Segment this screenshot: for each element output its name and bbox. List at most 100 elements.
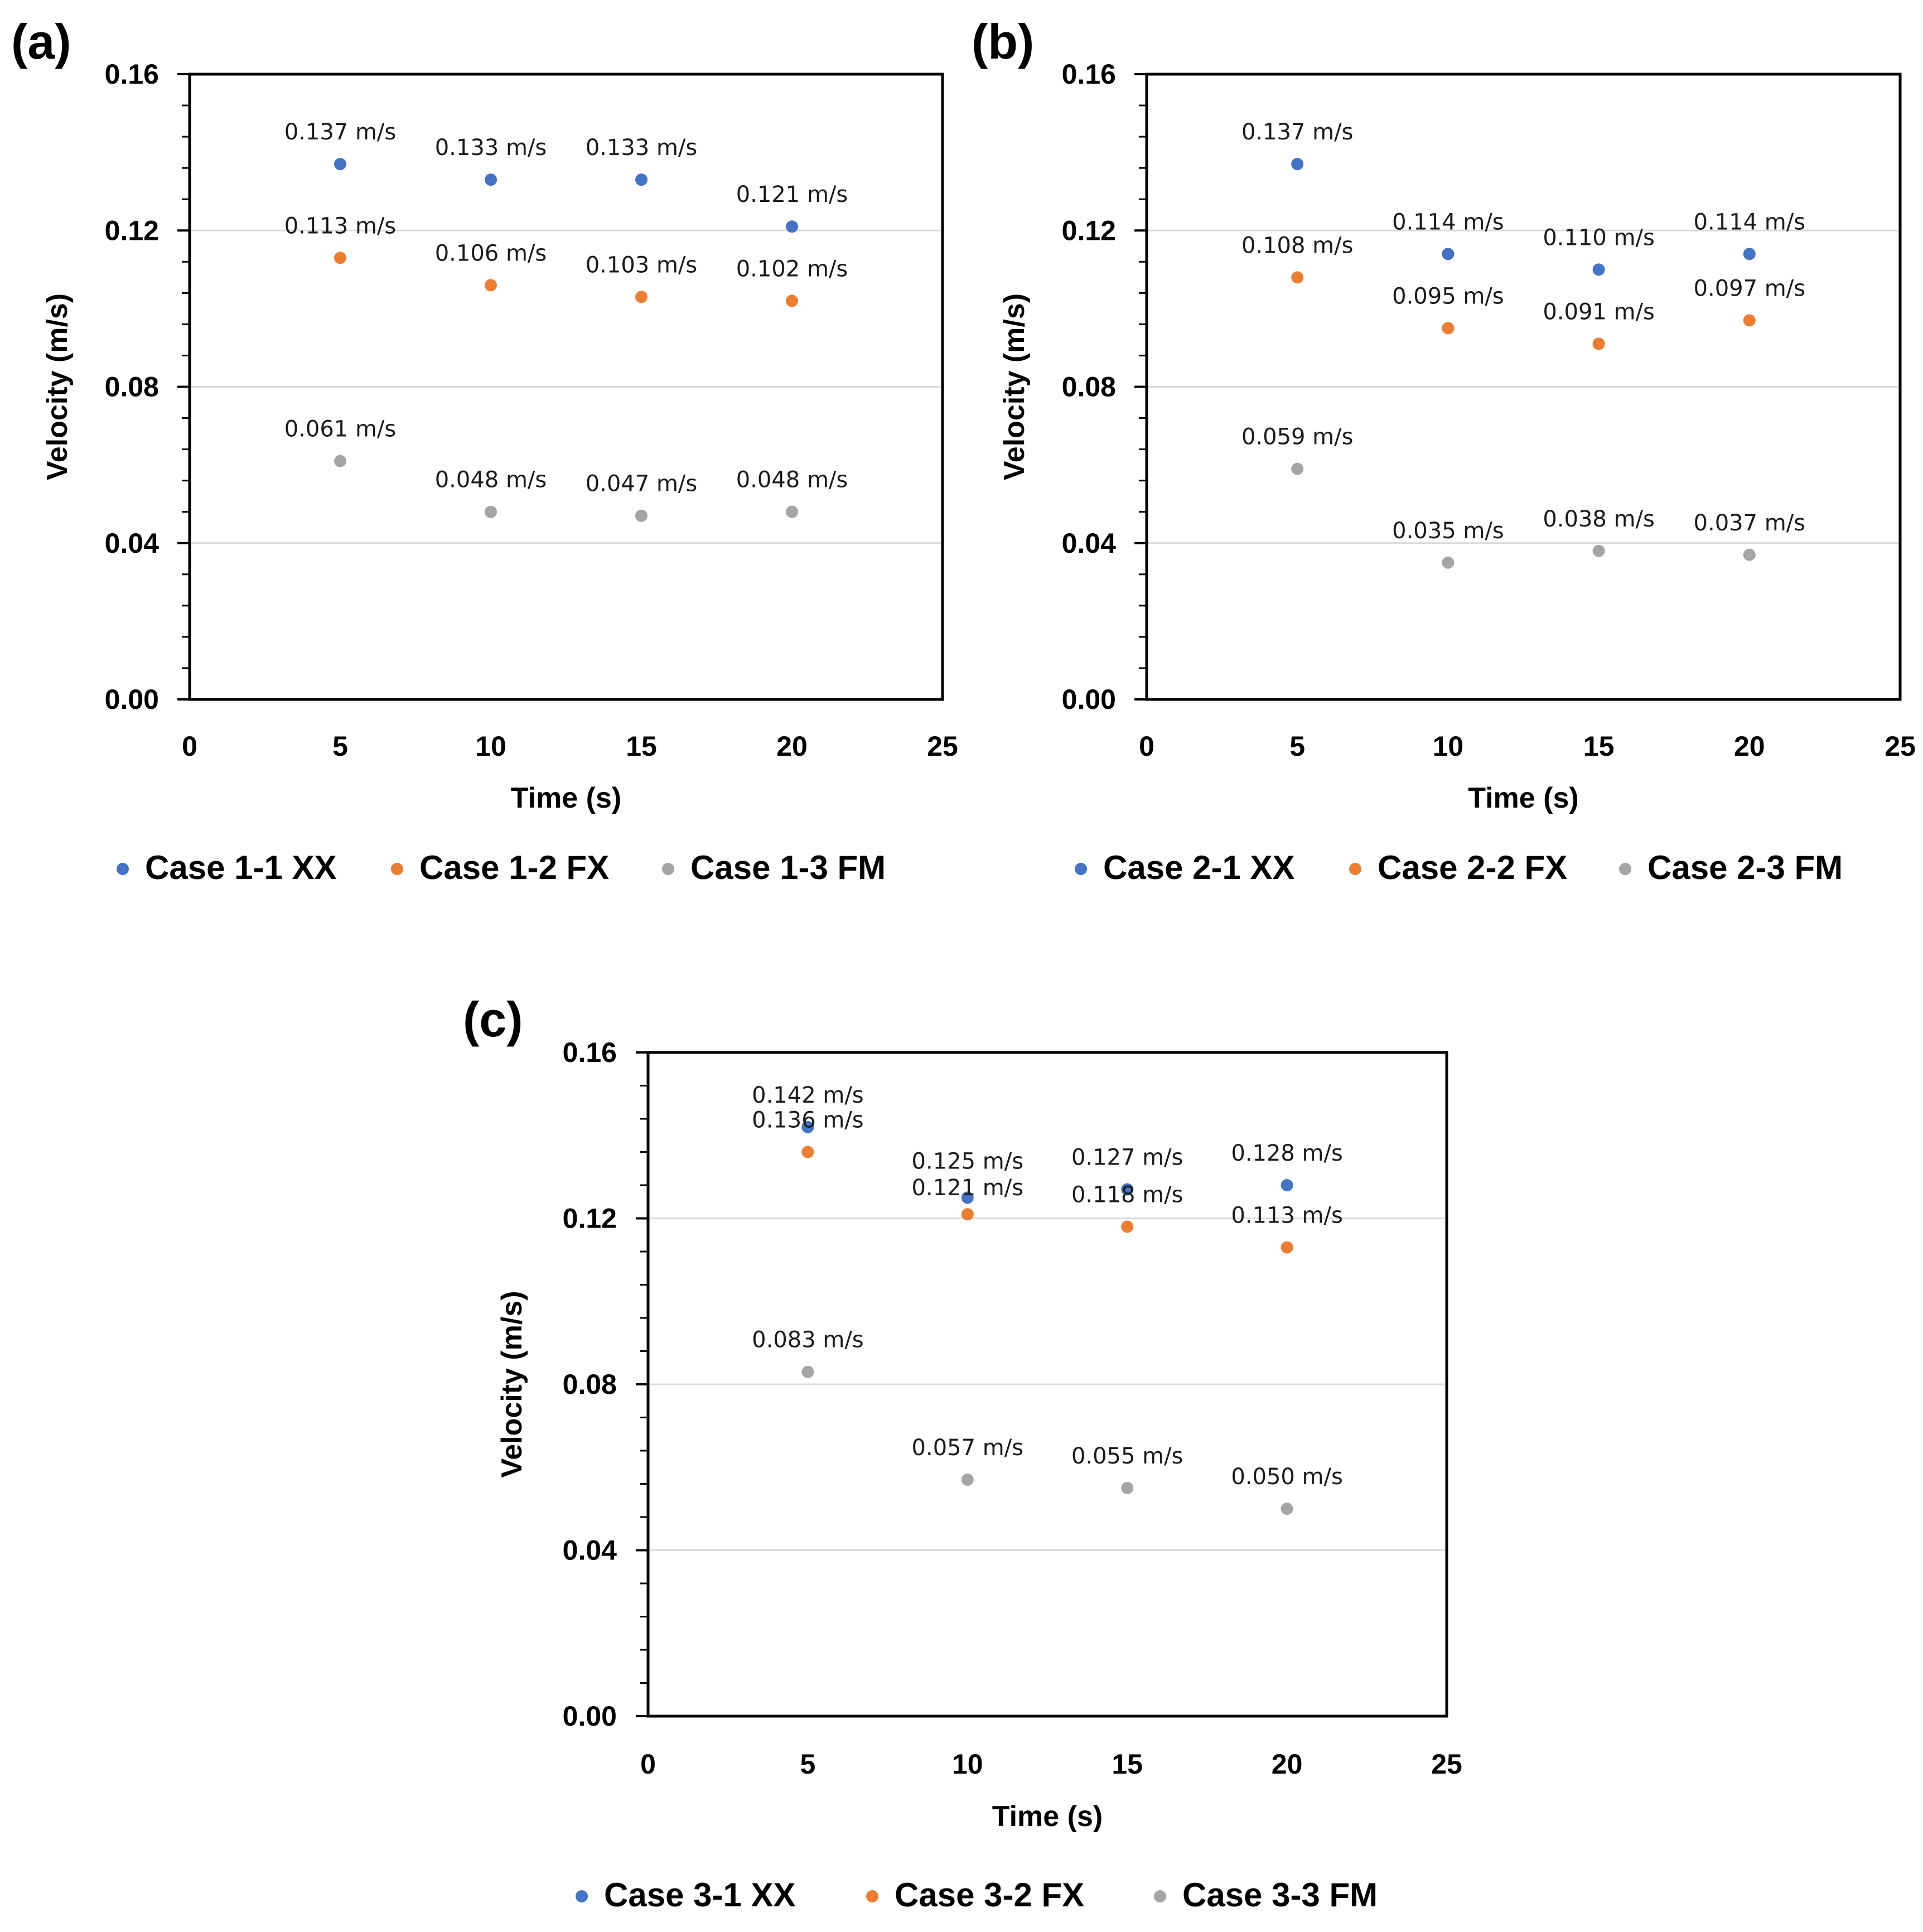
data-point <box>334 158 346 171</box>
legend-marker <box>1349 863 1361 875</box>
y-tick-label: 0.00 <box>105 684 159 715</box>
chart-panel-c: 0.00 0.04 0.08 0.12 0.16 0 5 10 15 20 25 Time (s) Ve… <box>463 992 1462 1914</box>
legend-marker <box>1154 1890 1166 1902</box>
legend-marker <box>1619 863 1631 875</box>
data-label: 0.113 m/s <box>284 213 397 239</box>
data-label: 0.121 m/s <box>736 182 848 207</box>
data-label: 0.121 m/s <box>912 1175 1024 1201</box>
data-label: 0.048 m/s <box>435 467 547 493</box>
data-point <box>1743 548 1756 561</box>
data-label: 0.108 m/s <box>1241 233 1354 258</box>
x-tick-label: 0 <box>182 731 197 762</box>
legend-entry: Case 1-1 XX <box>145 849 337 886</box>
data-label: 0.047 m/s <box>586 471 698 497</box>
data-label: 0.133 m/s <box>435 135 547 161</box>
data-label: 0.114 m/s <box>1694 209 1806 235</box>
data-label: 0.125 m/s <box>912 1148 1024 1174</box>
data-label: 0.091 m/s <box>1543 299 1655 325</box>
legend-entry: Case 2-1 XX <box>1103 849 1295 886</box>
x-tick-label: 15 <box>1112 1749 1143 1780</box>
y-tick-label: 0.12 <box>1062 215 1116 246</box>
data-point <box>961 1191 974 1204</box>
series-fm: 0.059 m/s 0.035 m/s 0.038 m/s 0.037 m/s <box>1241 424 1805 569</box>
x-tick-label: 0 <box>640 1749 656 1780</box>
y-tick-label: 0.08 <box>105 371 159 403</box>
data-label: 0.103 m/s <box>586 252 698 278</box>
data-point <box>1592 337 1605 350</box>
data-label: 0.095 m/s <box>1392 283 1504 309</box>
x-tick-label: 10 <box>475 731 506 762</box>
data-point <box>485 173 497 186</box>
x-tick-label: 5 <box>332 731 348 762</box>
x-tick-label: 15 <box>626 731 657 762</box>
y-axis-title: Velocity (m/s) <box>998 293 1031 480</box>
x-tick-label: 20 <box>776 731 808 762</box>
data-label: 0.133 m/s <box>586 135 698 161</box>
data-label: 0.055 m/s <box>1071 1443 1183 1469</box>
data-point <box>485 505 497 518</box>
legend-marker <box>866 1890 878 1902</box>
data-point <box>635 173 648 186</box>
series-xx: 0.137 m/s 0.133 m/s 0.133 m/s 0.121 m/s <box>284 119 848 233</box>
data-point <box>334 455 346 467</box>
data-point <box>1281 1241 1293 1254</box>
x-tick-label: 20 <box>1734 731 1765 762</box>
y-tick-label: 0.12 <box>563 1203 617 1234</box>
legend-entry: Case 3-1 XX <box>604 1876 796 1914</box>
data-point <box>1281 1503 1293 1515</box>
y-tick-label: 0.16 <box>105 59 159 90</box>
data-point <box>334 252 346 264</box>
series-fm: 0.061 m/s 0.048 m/s 0.047 m/s 0.048 m/s <box>284 417 848 522</box>
panel-label: (c) <box>463 992 523 1047</box>
data-point <box>1592 544 1605 557</box>
y-tick-label: 0.12 <box>105 215 159 246</box>
data-point <box>1281 1179 1293 1191</box>
legend-entry: Case 1-3 FM <box>690 849 886 886</box>
y-tick-label: 0.00 <box>563 1701 617 1732</box>
legend-marker <box>391 863 403 875</box>
x-tick-label: 25 <box>1885 731 1916 762</box>
data-label: 0.114 m/s <box>1392 209 1504 235</box>
legend-entry: Case 3-3 FM <box>1182 1876 1378 1914</box>
legend-marker <box>1075 863 1087 875</box>
y-tick-label: 0.04 <box>1062 528 1117 559</box>
data-label: 0.097 m/s <box>1694 276 1806 301</box>
legend-entry: Case 2-3 FM <box>1647 849 1843 886</box>
data-label: 0.102 m/s <box>736 256 848 282</box>
y-axis-title: Velocity (m/s) <box>41 293 74 480</box>
x-tick-label: 15 <box>1583 731 1615 762</box>
data-point <box>1442 248 1455 260</box>
legend: Case 1-1 XX Case 1-2 FX Case 1-3 FM <box>117 849 886 886</box>
legend-marker <box>662 863 674 875</box>
panel-label: (a) <box>11 14 71 69</box>
chart-panel-b: 0.00 0.04 0.08 0.12 0.16 0 5 10 15 20 25 Time (s) Ve… <box>972 14 1916 886</box>
series-fx: 0.108 m/s 0.095 m/s 0.091 m/s 0.097 m/s <box>1241 233 1805 350</box>
legend-marker <box>117 863 129 875</box>
data-point <box>786 294 798 307</box>
data-point <box>961 1208 974 1221</box>
data-point <box>961 1474 974 1486</box>
data-label: 0.083 m/s <box>752 1327 864 1353</box>
data-point <box>485 279 497 292</box>
data-point <box>1121 1220 1134 1233</box>
data-label: 0.118 m/s <box>1071 1182 1183 1208</box>
x-tick-label: 25 <box>1431 1749 1462 1780</box>
legend: Case 3-1 XX Case 3-2 FX Case 3-3 FM <box>576 1876 1378 1914</box>
data-label: 0.061 m/s <box>284 417 397 442</box>
data-label: 0.127 m/s <box>1071 1144 1183 1170</box>
legend-entry: Case 2-2 FX <box>1378 849 1567 886</box>
data-point <box>801 1120 814 1133</box>
data-point <box>1121 1481 1134 1494</box>
x-tick-label: 25 <box>927 731 958 762</box>
series-fx: 0.136 m/s 0.121 m/s 0.118 m/s 0.113 m/s <box>752 1108 1343 1254</box>
x-tick-label: 0 <box>1139 731 1154 762</box>
x-tick-label: 5 <box>1289 731 1305 762</box>
data-label: 0.038 m/s <box>1543 506 1655 532</box>
data-point <box>1743 314 1756 327</box>
x-tick-label: 10 <box>1433 731 1464 762</box>
y-axis-title: Velocity (m/s) <box>496 1291 528 1477</box>
data-point <box>1291 158 1304 171</box>
chart-panel-a: 0.00 0.04 0.08 0.12 0.16 0 5 10 15 20 25 Time (s) Ve… <box>11 14 958 886</box>
data-label: 0.057 m/s <box>912 1435 1024 1461</box>
